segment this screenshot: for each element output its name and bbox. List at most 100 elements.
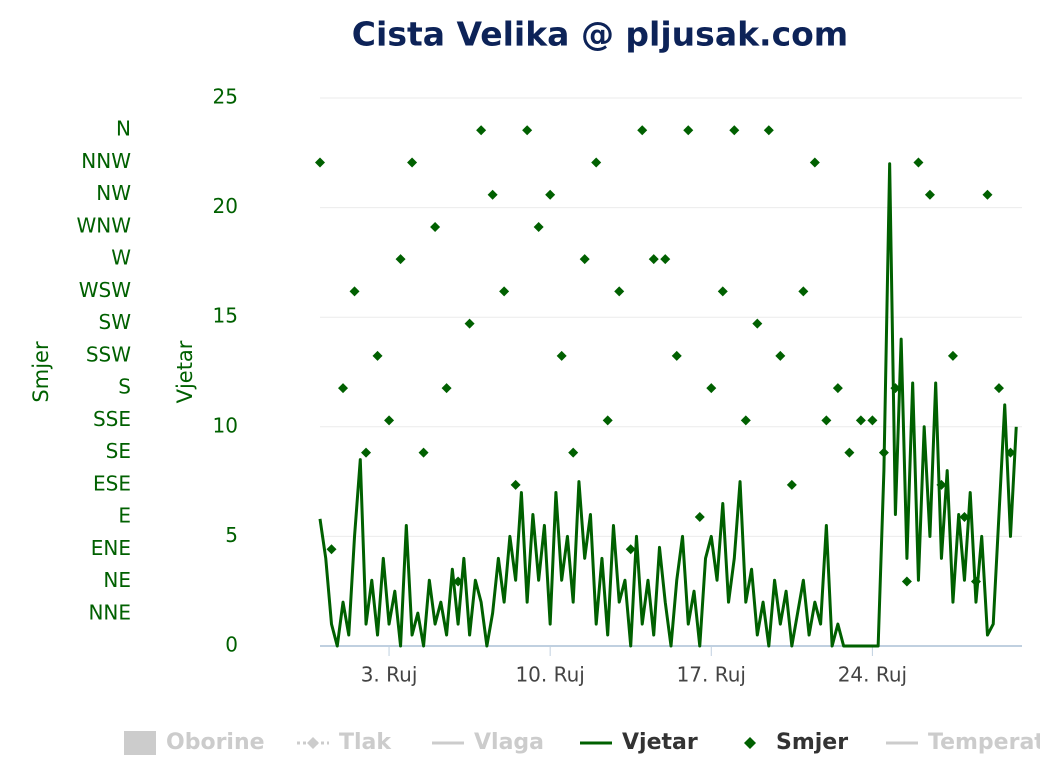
direction-point — [602, 415, 613, 426]
direction-point — [809, 157, 820, 168]
legend-icon — [307, 737, 319, 749]
legend-label[interactable]: Vlaga — [474, 730, 544, 755]
direction-point — [844, 447, 855, 458]
y-tick-label: 25 — [213, 85, 238, 109]
y2-tick-label: NW — [96, 181, 131, 205]
direction-point — [717, 286, 728, 297]
direction-point — [683, 125, 694, 136]
direction-point — [533, 221, 544, 232]
x-tick-label: 24. Ruj — [838, 663, 907, 687]
y2-tick-label: NNE — [88, 600, 131, 624]
direction-point — [568, 447, 579, 458]
y2-tick-label: WSW — [79, 278, 131, 302]
x-tick-label: 17. Ruj — [677, 663, 746, 687]
direction-point — [338, 383, 349, 394]
direction-point — [384, 415, 395, 426]
direction-point — [901, 576, 912, 587]
y2-tick-label: WNW — [76, 213, 131, 237]
y2-tick-label: S — [118, 375, 131, 399]
direction-point — [706, 383, 717, 394]
y2-axis-title: Smjer — [29, 341, 53, 403]
direction-point — [349, 286, 360, 297]
direction-point — [786, 479, 797, 490]
direction-point — [441, 383, 452, 394]
y2-tick-label: W — [111, 246, 131, 270]
direction-point — [476, 125, 487, 136]
direction-point — [361, 447, 372, 458]
legend-icon — [744, 737, 756, 749]
y2-tick-label: E — [118, 504, 131, 528]
direction-point — [694, 512, 705, 523]
direction-point — [867, 415, 878, 426]
direction-point — [947, 350, 958, 361]
direction-point — [510, 479, 521, 490]
y-tick-label: 10 — [213, 413, 238, 437]
direction-point — [418, 447, 429, 458]
direction-point — [740, 415, 751, 426]
wind-line — [318, 162, 1018, 648]
direction-point — [637, 125, 648, 136]
y-tick-label: 15 — [213, 304, 238, 328]
direction-point — [832, 383, 843, 394]
direction-point — [522, 125, 533, 136]
direction-point — [372, 350, 383, 361]
direction-point — [671, 350, 682, 361]
direction-point — [982, 189, 993, 200]
direction-point — [752, 318, 763, 329]
direction-point — [395, 254, 406, 265]
legend-label[interactable]: Tlak — [339, 730, 392, 755]
legend-label[interactable]: Vjetar — [622, 730, 698, 755]
direction-point — [1005, 447, 1016, 458]
y-tick-label: 5 — [225, 523, 238, 547]
direction-point — [579, 254, 590, 265]
y2-tick-label: SE — [106, 439, 131, 463]
direction-point — [591, 157, 602, 168]
direction-point — [660, 254, 671, 265]
direction-point — [625, 544, 636, 555]
direction-point — [407, 157, 418, 168]
direction-point — [890, 383, 901, 394]
y2-tick-label: SSE — [93, 407, 131, 431]
direction-point — [913, 157, 924, 168]
x-tick-label: 10. Ruj — [515, 663, 584, 687]
direction-point — [993, 383, 1004, 394]
direction-point — [924, 189, 935, 200]
y2-tick-label: ESE — [93, 471, 131, 495]
y2-tick-label: SSW — [86, 342, 131, 366]
y2-tick-label: ENE — [91, 536, 131, 560]
direction-point — [648, 254, 659, 265]
direction-point — [315, 157, 325, 168]
direction-point — [614, 286, 625, 297]
direction-point — [464, 318, 475, 329]
direction-point — [729, 125, 740, 136]
direction-point — [970, 576, 981, 587]
legend-label[interactable]: Oborine — [166, 730, 265, 755]
y-axis-title: Vjetar — [173, 340, 197, 403]
direction-point — [763, 125, 774, 136]
legend-label[interactable]: Temperatura — [928, 730, 1040, 755]
direction-point — [453, 576, 464, 587]
direction-point — [326, 544, 337, 555]
direction-point — [430, 221, 441, 232]
y2-tick-label: SW — [99, 310, 132, 334]
legend-label[interactable]: Smjer — [776, 730, 848, 755]
direction-point — [959, 512, 970, 523]
legend-icon — [124, 731, 156, 755]
direction-point — [487, 189, 498, 200]
direction-point — [775, 350, 786, 361]
y2-tick-label: NE — [103, 568, 131, 592]
direction-point — [855, 415, 866, 426]
y2-tick-label: NNW — [81, 149, 131, 173]
y-tick-label: 0 — [225, 633, 238, 657]
direction-point — [499, 286, 510, 297]
direction-point — [936, 479, 947, 490]
direction-point — [878, 447, 889, 458]
x-tick-label: 3. Ruj — [361, 663, 418, 687]
direction-point — [556, 350, 567, 361]
direction-point — [798, 286, 809, 297]
direction-point — [821, 415, 832, 426]
direction-point — [545, 189, 556, 200]
y-tick-label: 20 — [213, 194, 238, 218]
y2-tick-label: N — [116, 117, 131, 141]
